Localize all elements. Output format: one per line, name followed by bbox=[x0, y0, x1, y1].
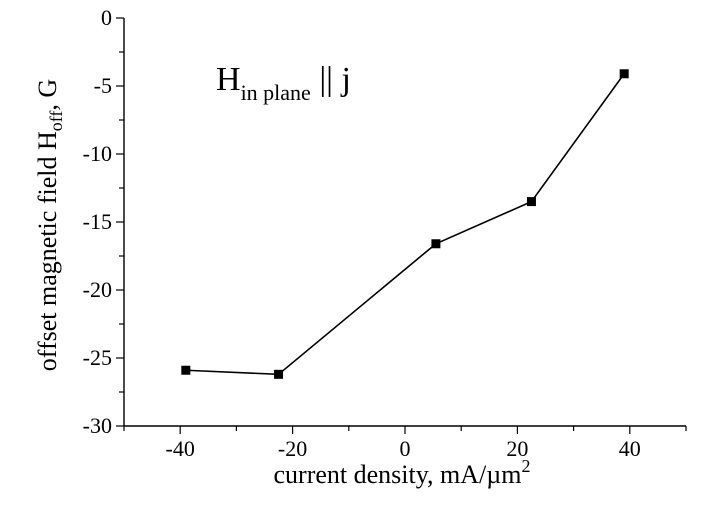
axes bbox=[123, 18, 686, 427]
y-axis-label: offset magnetic field Hoff, G bbox=[33, 79, 66, 371]
data-point bbox=[274, 369, 284, 379]
data-point bbox=[181, 365, 191, 375]
y-tick-label: -10 bbox=[83, 141, 112, 166]
x-tick-label: 40 bbox=[619, 436, 641, 461]
series-line bbox=[185, 73, 625, 376]
x-tick-label: -20 bbox=[278, 436, 307, 461]
tick-labels: -40 -20 0 20 40 0 -5 -10 -15 -20 -25 -30 bbox=[83, 5, 641, 461]
ticks bbox=[116, 17, 687, 434]
data-point bbox=[619, 69, 629, 79]
x-tick-label: -40 bbox=[166, 436, 195, 461]
y-tick-label: -25 bbox=[83, 345, 112, 370]
series bbox=[181, 69, 629, 379]
x-tick-label: 20 bbox=[506, 436, 528, 461]
annotation: Hin plane || j bbox=[216, 61, 351, 105]
x-tick-label: 0 bbox=[400, 436, 411, 461]
y-tick-label: 0 bbox=[101, 5, 112, 30]
data-point bbox=[431, 239, 441, 249]
y-tick-label: -30 bbox=[83, 413, 112, 438]
y-tick-label: -15 bbox=[83, 209, 112, 234]
x-axis-label: current density, mA/µm2 bbox=[274, 456, 531, 489]
data-point bbox=[526, 197, 536, 207]
y-tick-label: -5 bbox=[94, 73, 112, 98]
y-tick-label: -20 bbox=[83, 277, 112, 302]
